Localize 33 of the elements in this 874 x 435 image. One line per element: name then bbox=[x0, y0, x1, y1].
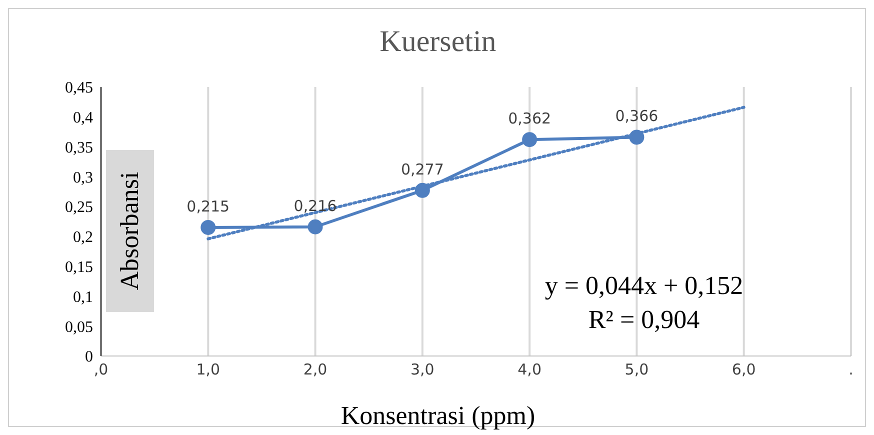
chart-title: Kuersetin bbox=[378, 25, 498, 59]
y-tick-label: 0,05 bbox=[65, 318, 93, 336]
data-label: 0,362 bbox=[508, 110, 552, 128]
point bbox=[414, 182, 430, 198]
x-tick-label: . bbox=[848, 360, 854, 379]
y-tick-label: 0,2 bbox=[73, 229, 93, 246]
y-axis-title: Absorbansi bbox=[115, 172, 145, 290]
x-tick-label: 2,0 bbox=[303, 360, 328, 379]
x-tick-label: 4,0 bbox=[518, 360, 542, 379]
point bbox=[308, 219, 323, 234]
x-tick-label: ,0 bbox=[94, 360, 108, 379]
data-label: 0,277 bbox=[400, 160, 444, 178]
y-tick-label: 0,35 bbox=[65, 139, 93, 156]
x-tick-label: 3,0 bbox=[410, 360, 434, 379]
annotation: R² = 0,904 bbox=[587, 304, 701, 336]
y-tick-label: 0,4 bbox=[73, 110, 93, 127]
y-tick-label: 0 bbox=[85, 348, 93, 366]
point bbox=[522, 132, 538, 148]
data-label: 0,366 bbox=[615, 107, 658, 126]
y-tick-label: 0,45 bbox=[65, 80, 93, 97]
annotation: y = 0,044x + 0,152 bbox=[544, 270, 744, 302]
x-tick-label: 1,0 bbox=[196, 360, 220, 379]
point bbox=[200, 220, 216, 235]
x-axis-title: Konsentrasi (ppm) bbox=[340, 401, 536, 431]
point bbox=[629, 130, 644, 145]
x-tick-label: 6,0 bbox=[732, 360, 756, 379]
data-label: 0,216 bbox=[294, 196, 337, 215]
x-tick-label: 5,0 bbox=[624, 360, 649, 379]
y-tick-label: 0,1 bbox=[73, 288, 93, 306]
y-tick-label: 0,3 bbox=[73, 169, 93, 186]
y-tick-label: 0,15 bbox=[65, 259, 93, 276]
data-label: 0,215 bbox=[186, 197, 230, 216]
y-tick-label: 0,25 bbox=[65, 199, 93, 216]
